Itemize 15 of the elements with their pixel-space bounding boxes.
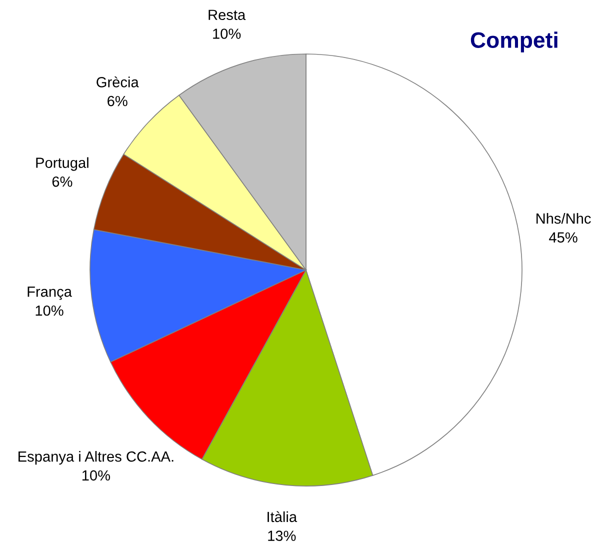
data-label: 45% bbox=[549, 232, 578, 243]
text: Competi bbox=[470, 32, 558, 52]
slice-label: Espanya i Altres CC.AA. bbox=[18, 451, 174, 465]
slice-label: Grècia bbox=[96, 76, 139, 88]
data-label: 10% bbox=[82, 470, 110, 481]
data-label: 6% bbox=[52, 176, 72, 187]
slice-label: Resta bbox=[208, 10, 246, 20]
data-label: 10% bbox=[36, 305, 64, 316]
slice-label: Itàlia bbox=[268, 511, 298, 522]
slice-label: França bbox=[28, 286, 72, 300]
data-label: 13% bbox=[268, 530, 296, 541]
data-label: 10% bbox=[213, 28, 241, 39]
data-label: 6% bbox=[108, 96, 128, 106]
slice-label: Portugal bbox=[36, 157, 88, 171]
slice-label: Nhs/Nhc bbox=[536, 213, 591, 224]
